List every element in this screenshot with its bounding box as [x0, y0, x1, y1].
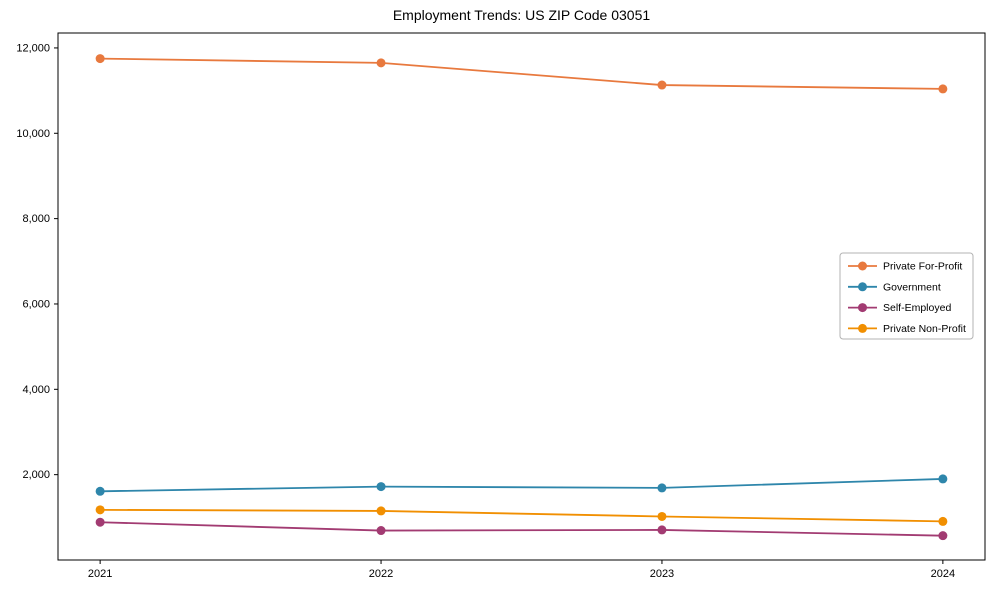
legend-item-private-non-profit: Private Non-Profit	[848, 323, 966, 335]
data-point-private-non-profit	[657, 511, 667, 521]
data-point-private-for-profit	[95, 54, 105, 64]
legend-item-government: Government	[848, 281, 941, 293]
data-point-government	[657, 483, 667, 493]
data-point-self-employed	[938, 531, 948, 541]
data-point-private-non-profit	[95, 505, 105, 515]
data-point-private-non-profit	[376, 506, 386, 516]
data-point-private-for-profit	[938, 84, 948, 94]
legend-label: Private For-Profit	[883, 261, 962, 273]
legend-marker	[858, 261, 867, 271]
data-point-government	[376, 482, 386, 492]
series-line-private-for-profit	[100, 57, 943, 90]
y-axis-tick-label: 6,000	[22, 298, 50, 310]
y-axis-tick-label: 2,000	[22, 469, 50, 481]
data-point-private-for-profit	[376, 58, 386, 68]
series-line-private-non-profit	[100, 508, 943, 523]
y-axis-tick-label: 8,000	[22, 213, 50, 225]
data-point-private-non-profit	[938, 516, 948, 526]
y-axis-tick-label: 4,000	[22, 384, 50, 396]
chart-title: Employment Trends: US ZIP Code 03051	[392, 7, 651, 23]
plot-frame	[57, 32, 986, 561]
series-line-government	[100, 478, 943, 493]
data-point-self-employed	[376, 526, 386, 536]
series-line-self-employed	[100, 521, 943, 537]
y-axis-tick-label: 12,000	[16, 42, 50, 54]
legend-marker	[858, 323, 867, 333]
legend-label: Self-Employed	[883, 302, 951, 314]
legend-item-self-employed: Self-Employed	[848, 302, 951, 314]
x-axis-tick-label: 2023	[650, 568, 674, 580]
legend-marker	[858, 303, 867, 313]
data-point-government	[938, 474, 948, 484]
legend-label: Government	[883, 281, 941, 293]
data-point-government	[95, 486, 105, 496]
legend-label: Private Non-Profit	[883, 323, 966, 335]
data-point-private-for-profit	[657, 80, 667, 90]
y-axis-tick-label: 10,000	[16, 128, 50, 140]
legend: Private For-Profit Government Self-Employe…	[839, 252, 974, 340]
x-axis-tick-label: 2024	[931, 568, 955, 580]
legend-box	[839, 252, 974, 340]
x-axis-tick-label: 2021	[88, 568, 112, 580]
data-point-self-employed	[657, 525, 667, 535]
x-axis-tick-label: 2022	[369, 568, 393, 580]
legend-item-private-for-profit: Private For-Profit	[848, 261, 962, 273]
data-point-self-employed	[95, 517, 105, 527]
legend-marker	[858, 282, 867, 292]
